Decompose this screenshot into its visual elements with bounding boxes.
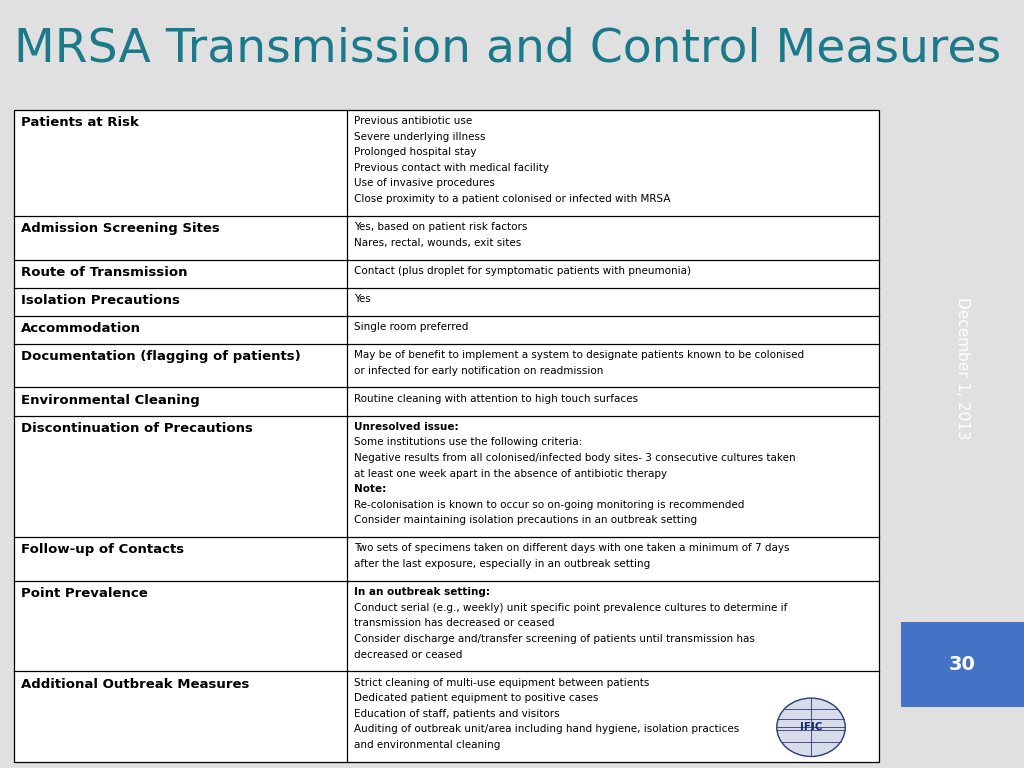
- FancyBboxPatch shape: [901, 622, 1024, 707]
- Text: In an outbreak setting:: In an outbreak setting:: [353, 588, 489, 598]
- Text: Re-colonisation is known to occur so on-going monitoring is recommended: Re-colonisation is known to occur so on-…: [353, 500, 744, 510]
- Text: transmission has decreased or ceased: transmission has decreased or ceased: [353, 618, 554, 628]
- Text: and environmental cleaning: and environmental cleaning: [353, 740, 500, 750]
- Text: Contact (plus droplet for symptomatic patients with pneumonia): Contact (plus droplet for symptomatic pa…: [353, 266, 691, 276]
- Circle shape: [777, 698, 845, 756]
- Text: Environmental Cleaning: Environmental Cleaning: [20, 394, 200, 407]
- Text: Note:: Note:: [353, 484, 386, 494]
- Text: Point Prevalence: Point Prevalence: [20, 588, 147, 600]
- Text: Discontinuation of Precautions: Discontinuation of Precautions: [20, 422, 253, 435]
- Text: MRSA Transmission and Control Measures: MRSA Transmission and Control Measures: [13, 27, 1000, 72]
- Text: IFIC: IFIC: [800, 722, 822, 733]
- Text: Nares, rectal, wounds, exit sites: Nares, rectal, wounds, exit sites: [353, 238, 521, 248]
- Text: Documentation (flagging of patients): Documentation (flagging of patients): [20, 350, 300, 363]
- Text: Consider discharge and/transfer screening of patients until transmission has: Consider discharge and/transfer screenin…: [353, 634, 755, 644]
- Text: Route of Transmission: Route of Transmission: [20, 266, 187, 279]
- Text: Isolation Precautions: Isolation Precautions: [20, 294, 179, 307]
- Text: Previous contact with medical facility: Previous contact with medical facility: [353, 163, 549, 173]
- Text: Yes, based on patient risk factors: Yes, based on patient risk factors: [353, 222, 527, 232]
- Text: after the last exposure, especially in an outbreak setting: after the last exposure, especially in a…: [353, 559, 650, 569]
- Text: or infected for early notification on readmission: or infected for early notification on re…: [353, 366, 603, 376]
- Text: Unresolved issue:: Unresolved issue:: [353, 422, 459, 432]
- Text: 30: 30: [949, 655, 976, 674]
- Text: Auditing of outbreak unit/area including hand hygiene, isolation practices: Auditing of outbreak unit/area including…: [353, 724, 739, 734]
- Text: Education of staff, patients and visitors: Education of staff, patients and visitor…: [353, 709, 559, 719]
- Text: Follow-up of Contacts: Follow-up of Contacts: [20, 544, 184, 557]
- Text: Severe underlying illness: Severe underlying illness: [353, 131, 485, 141]
- Text: Two sets of specimens taken on different days with one taken a minimum of 7 days: Two sets of specimens taken on different…: [353, 544, 790, 554]
- Text: Patients at Risk: Patients at Risk: [20, 116, 138, 129]
- Text: at least one week apart in the absence of antibiotic therapy: at least one week apart in the absence o…: [353, 468, 667, 478]
- Text: May be of benefit to implement a system to designate patients known to be coloni: May be of benefit to implement a system …: [353, 350, 804, 360]
- Text: December 1, 2013: December 1, 2013: [955, 297, 970, 440]
- Text: Strict cleaning of multi-use equipment between patients: Strict cleaning of multi-use equipment b…: [353, 677, 649, 687]
- Text: Some institutions use the following criteria:: Some institutions use the following crit…: [353, 438, 582, 448]
- Text: Previous antibiotic use: Previous antibiotic use: [353, 116, 472, 126]
- Text: Consider maintaining isolation precautions in an outbreak setting: Consider maintaining isolation precautio…: [353, 515, 697, 525]
- Text: Close proximity to a patient colonised or infected with MRSA: Close proximity to a patient colonised o…: [353, 194, 671, 204]
- FancyBboxPatch shape: [13, 110, 879, 762]
- Text: Dedicated patient equipment to positive cases: Dedicated patient equipment to positive …: [353, 694, 598, 703]
- Text: Accommodation: Accommodation: [20, 322, 140, 335]
- Text: Additional Outbreak Measures: Additional Outbreak Measures: [20, 677, 249, 690]
- Text: Conduct serial (e.g., weekly) unit specific point prevalence cultures to determi: Conduct serial (e.g., weekly) unit speci…: [353, 603, 787, 613]
- Text: decreased or ceased: decreased or ceased: [353, 650, 462, 660]
- Text: Use of invasive procedures: Use of invasive procedures: [353, 178, 495, 188]
- Text: Single room preferred: Single room preferred: [353, 322, 468, 332]
- Text: Admission Screening Sites: Admission Screening Sites: [20, 222, 219, 235]
- Text: Negative results from all colonised/infected body sites- 3 consecutive cultures : Negative results from all colonised/infe…: [353, 453, 796, 463]
- Text: Prolonged hospital stay: Prolonged hospital stay: [353, 147, 476, 157]
- Text: Routine cleaning with attention to high touch surfaces: Routine cleaning with attention to high …: [353, 394, 638, 404]
- Text: Yes: Yes: [353, 294, 371, 304]
